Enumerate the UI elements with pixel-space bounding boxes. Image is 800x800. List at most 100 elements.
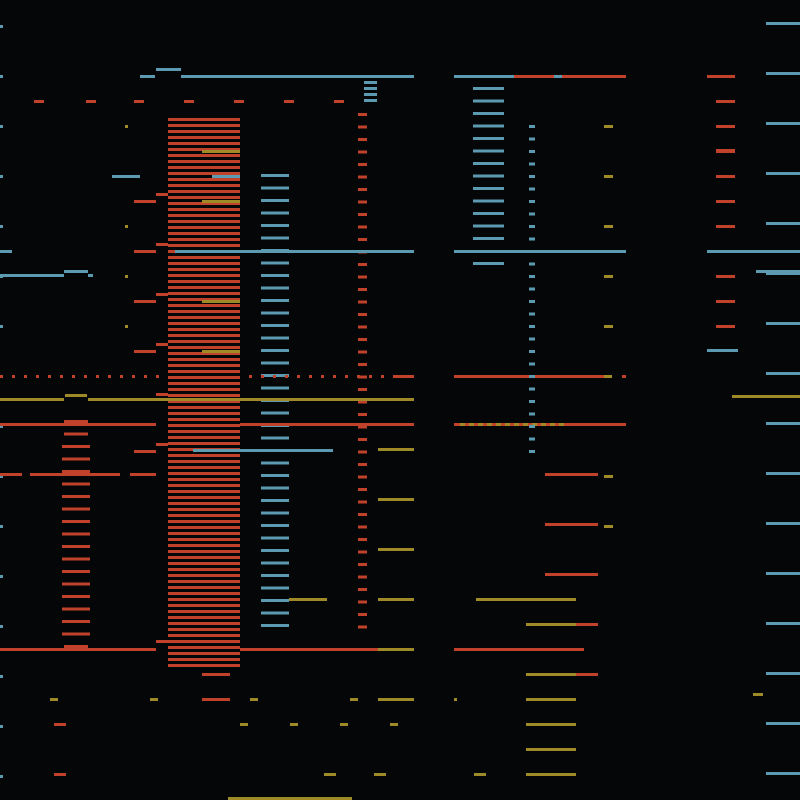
- line-segment-325: [64, 607, 88, 611]
- line-segment-257: [36, 375, 39, 378]
- line-segment-255: [12, 375, 15, 378]
- line-segment-141: [168, 634, 240, 637]
- line-segment-229: [358, 413, 367, 416]
- line-segment-288: [0, 423, 156, 426]
- line-segment-161: [156, 393, 168, 396]
- line-segment-224: [358, 350, 367, 354]
- line-segment-247: [0, 250, 12, 253]
- line-segment-109: [168, 442, 240, 445]
- line-segment-232: [358, 450, 367, 454]
- line-segment-318: [64, 520, 88, 523]
- line-segment-30: [766, 722, 800, 725]
- line-segment-35: [140, 75, 155, 78]
- line-segment-26: [766, 522, 800, 525]
- line-segment-212: [358, 200, 367, 204]
- line-segment-284: [622, 375, 626, 378]
- line-segment-345: [62, 545, 65, 548]
- line-segment-0: [0, 25, 3, 28]
- line-segment-443: [240, 723, 248, 726]
- line-segment-374: [473, 187, 504, 190]
- line-segment-107: [168, 430, 240, 433]
- line-segment-149: [202, 200, 240, 203]
- line-segment-146: [168, 664, 240, 667]
- line-segment-158: [156, 243, 168, 246]
- line-segment-451: [474, 773, 486, 776]
- line-segment-431: [526, 623, 576, 626]
- line-segment-235: [358, 488, 367, 491]
- line-segment-48: [34, 100, 44, 103]
- line-segment-379: [473, 262, 504, 265]
- line-segment-75: [168, 238, 240, 241]
- line-segment-65: [168, 178, 240, 181]
- line-segment-322: [64, 570, 88, 573]
- line-segment-94: [168, 352, 240, 355]
- line-segment-370: [473, 137, 504, 140]
- line-segment-263: [108, 375, 111, 378]
- line-segment-308: [378, 648, 414, 651]
- line-segment-245: [358, 613, 367, 616]
- line-segment-215: [358, 238, 367, 241]
- line-segment-150: [202, 300, 240, 303]
- line-segment-243: [358, 588, 367, 591]
- line-segment-446: [390, 723, 398, 726]
- line-segment-54: [334, 100, 344, 103]
- line-segment-354: [87, 595, 90, 598]
- line-segment-172: [261, 274, 289, 277]
- line-segment-28: [766, 622, 800, 625]
- line-segment-136: [168, 604, 240, 607]
- line-segment-1: [0, 75, 3, 78]
- line-segment-324: [64, 595, 88, 598]
- line-segment-415: [716, 125, 735, 128]
- line-segment-144: [168, 652, 240, 655]
- line-segment-139: [168, 622, 240, 625]
- line-segment-228: [358, 400, 367, 404]
- line-segment-342: [87, 520, 90, 523]
- line-segment-148: [202, 150, 240, 153]
- line-segment-207: [358, 138, 367, 141]
- line-segment-435: [526, 748, 576, 751]
- line-segment-285: [0, 398, 64, 401]
- line-segment-226: [358, 375, 367, 379]
- line-segment-166: [261, 199, 289, 202]
- line-segment-380: [529, 125, 535, 128]
- line-segment-367: [473, 99, 504, 103]
- line-segment-3: [0, 175, 3, 178]
- line-segment-316: [64, 495, 88, 498]
- line-segment-386: [529, 200, 535, 203]
- line-segment-70: [168, 208, 240, 211]
- line-segment-320: [64, 545, 88, 548]
- line-segment-227: [358, 388, 367, 391]
- line-segment-399: [529, 362, 535, 366]
- line-segment-152: [134, 200, 156, 203]
- line-segment-234: [358, 475, 367, 479]
- line-segment-105: [168, 418, 240, 421]
- line-segment-74: [168, 232, 240, 235]
- line-segment-330: [87, 445, 90, 448]
- line-segment-64: [168, 172, 240, 175]
- line-segment-276: [345, 375, 348, 378]
- line-segment-45: [364, 87, 377, 90]
- line-segment-450: [374, 773, 386, 776]
- line-segment-364: [378, 598, 414, 601]
- line-segment-267: [156, 375, 159, 378]
- line-segment-195: [261, 561, 289, 565]
- line-segment-356: [87, 607, 90, 611]
- line-segment-225: [358, 363, 367, 366]
- line-segment-272: [297, 375, 300, 378]
- line-segment-422: [716, 325, 735, 328]
- line-segment-211: [358, 188, 367, 191]
- line-segment-142: [168, 640, 240, 643]
- line-segment-71: [168, 214, 240, 217]
- line-segment-405: [529, 437, 535, 441]
- line-segment-413: [604, 475, 613, 478]
- line-segment-117: [168, 490, 240, 493]
- line-segment-55: [168, 118, 240, 121]
- line-segment-157: [156, 193, 168, 196]
- line-segment-314: [64, 470, 88, 473]
- line-segment-396: [529, 325, 535, 328]
- line-segment-297: [514, 423, 519, 426]
- line-segment-266: [144, 375, 147, 378]
- line-segment-373: [473, 174, 504, 178]
- line-segment-22: [766, 322, 800, 325]
